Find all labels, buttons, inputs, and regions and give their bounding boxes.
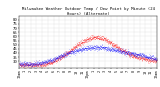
Title: Milwaukee Weather Outdoor Temp / Dew Point by Minute (24 Hours) (Alternate): Milwaukee Weather Outdoor Temp / Dew Poi… bbox=[21, 7, 155, 16]
